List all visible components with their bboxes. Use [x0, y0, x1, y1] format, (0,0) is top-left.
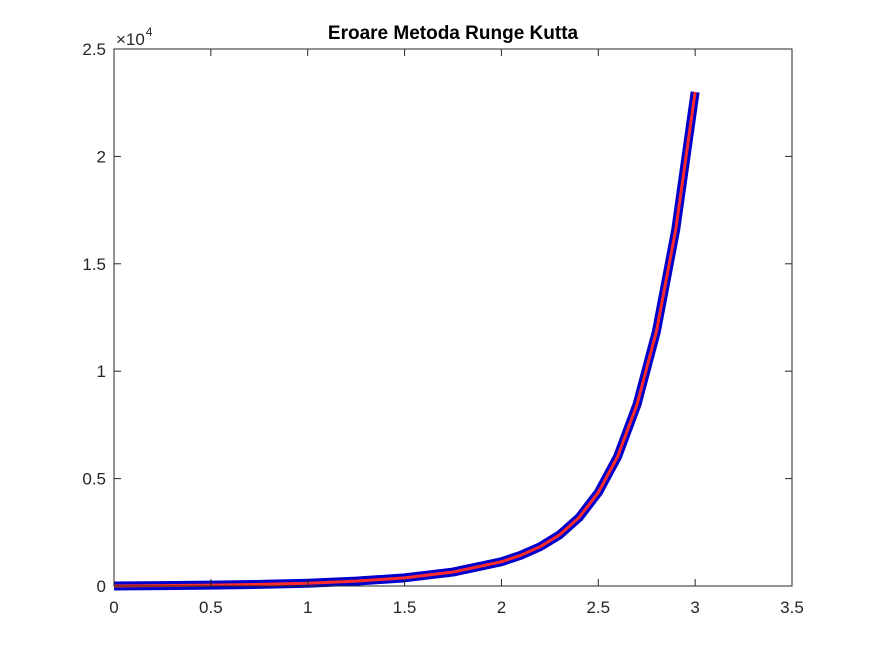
y-exponent-base: ×10: [116, 30, 145, 49]
x-tick-label: 2.5: [586, 598, 610, 617]
series-line-2: [113, 91, 697, 588]
y-axis-exponent: ×10 4: [116, 25, 153, 49]
y-exponent-power: 4: [146, 25, 153, 39]
x-tick-label: 0.5: [199, 598, 223, 617]
axes-box: [113, 48, 793, 587]
y-tick-label: 0.5: [82, 470, 106, 489]
y-tick-label: 1: [97, 362, 106, 381]
x-tick-label: 3: [690, 598, 699, 617]
plot-area: [114, 49, 792, 586]
series-layer: [113, 91, 700, 591]
y-tick-label: 1.5: [82, 255, 106, 274]
x-tick-label: 1.5: [393, 598, 417, 617]
x-tick-label: 1: [303, 598, 312, 617]
x-tick-label: 0: [109, 598, 118, 617]
y-tick-label: 0: [97, 577, 106, 596]
chart-title: Eroare Metoda Runge Kutta: [328, 23, 579, 44]
x-axis-ticks: 0 0.5 1 1.5 2 2.5 3 3.5: [109, 49, 804, 617]
y-tick-label: 2: [97, 147, 106, 166]
y-axis-ticks: 0 0.5 1 1.5 2 2.5: [82, 40, 792, 596]
x-tick-label: 2: [497, 598, 506, 617]
y-tick-label: 2.5: [82, 40, 106, 59]
x-tick-label: 3.5: [780, 598, 804, 617]
